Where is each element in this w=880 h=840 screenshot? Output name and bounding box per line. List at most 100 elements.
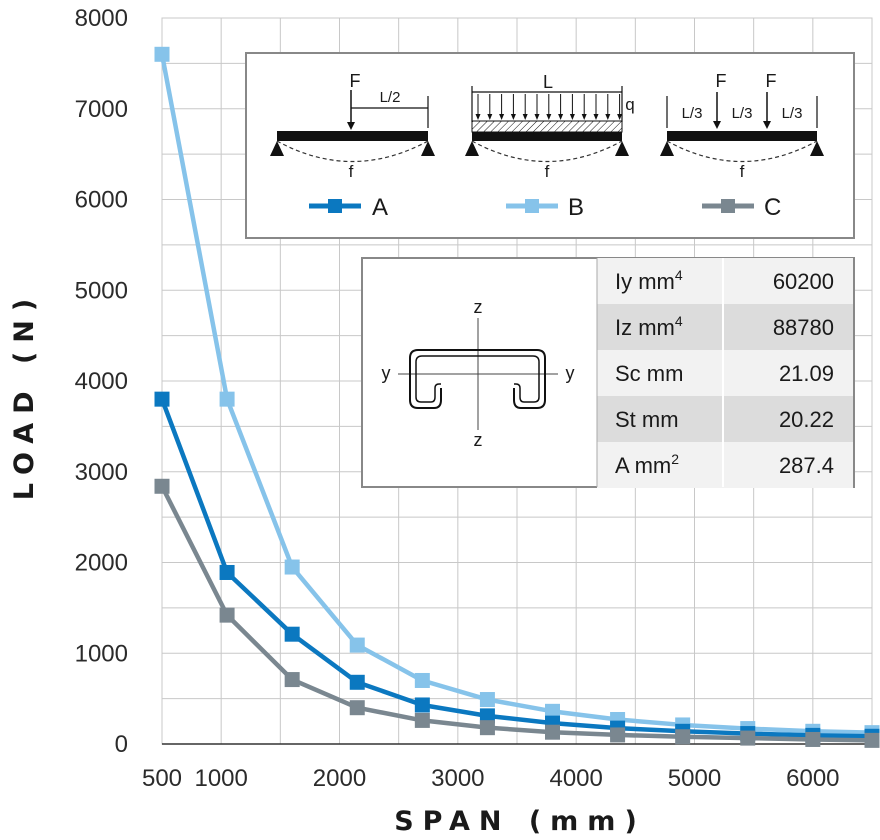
udl-arrow-head [546, 114, 552, 120]
data-point-c [864, 732, 880, 748]
y-tick-label: 0 [115, 731, 128, 758]
label-deflection-b: f [545, 162, 550, 181]
data-point-b [154, 46, 170, 62]
label-third-3: L/3 [782, 105, 803, 122]
data-point-c [349, 700, 365, 716]
property-value: 20.22 [779, 407, 834, 432]
label-span-l: L [543, 72, 553, 92]
label-f-a: F [350, 71, 361, 91]
data-point-c [675, 729, 691, 745]
udl-arrow-head [569, 114, 575, 120]
section-z-top: z [474, 297, 483, 317]
udl-arrow-head [617, 114, 623, 120]
property-row-bg [597, 442, 853, 488]
legend-label-b: B [568, 194, 584, 221]
section-z-bottom: z [474, 430, 483, 450]
label-deflection-a: f [349, 162, 354, 181]
udl-arrow-head [558, 114, 564, 120]
diagram-case-b: L q f [465, 72, 635, 181]
property-row: Iz mm4 88780 [597, 304, 853, 350]
x-tick-label: 1000 [194, 765, 247, 792]
property-label: St mm [615, 407, 679, 432]
property-value: 287.4 [779, 453, 834, 478]
property-label: Sc mm [615, 361, 683, 386]
property-row-bg [597, 350, 853, 396]
property-row: Sc mm 21.09 [597, 350, 853, 396]
data-point-c [610, 727, 626, 743]
x-tick-label: 500 [142, 765, 182, 792]
data-point-b [284, 559, 300, 575]
property-label: A mm2 [615, 451, 679, 478]
property-row: Iy mm4 60200 [597, 258, 853, 304]
data-point-c [284, 672, 300, 688]
legend: A B C [309, 194, 781, 221]
label-f-c-left: F [716, 71, 727, 91]
y-axis-title: LOAD (N) [9, 290, 40, 500]
property-label: Iy mm4 [615, 267, 683, 294]
udl-arrow-head [522, 114, 528, 120]
series-layer [154, 46, 880, 748]
property-row: St mm 20.22 [597, 396, 853, 442]
y-tick-label: 6000 [75, 187, 128, 214]
x-tick-label: 6000 [786, 765, 839, 792]
x-axis-title: SPAN (mm) [394, 806, 646, 837]
data-point-b [414, 672, 430, 688]
data-point-a [219, 564, 235, 580]
legend-label-c: C [764, 194, 781, 221]
data-point-b [545, 703, 560, 719]
data-point-b [479, 692, 495, 708]
label-f-c-right: F [766, 71, 777, 91]
data-point-c [805, 731, 821, 747]
diagram-case-a: F L/2 f [270, 71, 435, 181]
x-tick-label: 4000 [549, 765, 602, 792]
series-line-c [159, 485, 873, 743]
udl-arrow-head [499, 114, 505, 120]
property-row-bg [597, 304, 853, 350]
data-point-c [479, 720, 495, 736]
data-point-c [414, 712, 430, 728]
series-c [154, 478, 880, 748]
load-case-panel: F L/2 f L q f [245, 52, 855, 239]
data-point-a [154, 391, 170, 407]
udl-arrow-head [581, 114, 587, 120]
label-third-1: L/3 [682, 105, 703, 122]
x-tick-label: 3000 [431, 765, 484, 792]
data-point-a [349, 674, 365, 690]
data-point-b [349, 637, 365, 653]
section-y-left: y [382, 363, 391, 383]
y-axis-ticks: 0 1000 2000 3000 4000 5000 6000 7000 8000 [75, 5, 128, 758]
property-value: 60200 [773, 269, 834, 294]
y-tick-label: 2000 [75, 550, 128, 577]
y-tick-label: 4000 [75, 368, 128, 395]
property-row-bg [597, 396, 853, 442]
data-point-b [219, 391, 235, 407]
y-tick-label: 8000 [75, 5, 128, 32]
data-point-c [545, 724, 560, 740]
legend-label-a: A [372, 194, 388, 221]
udl-arrow-head [605, 114, 611, 120]
udl-arrow-head [475, 114, 481, 120]
udl-arrow-head [593, 114, 599, 120]
label-third-2: L/3 [732, 105, 753, 122]
data-point-a [414, 697, 430, 713]
property-value: 88780 [773, 315, 834, 340]
data-point-c [154, 478, 170, 494]
label-deflection-c: f [740, 162, 745, 181]
x-tick-label: 2000 [313, 765, 366, 792]
data-point-a [284, 626, 300, 642]
data-point-c [740, 730, 756, 746]
series-line-a [159, 398, 873, 739]
legend-marker-b [525, 199, 539, 213]
y-tick-label: 7000 [75, 96, 128, 123]
y-tick-label: 5000 [75, 277, 128, 304]
property-label: Iz mm4 [615, 313, 683, 340]
property-value: 21.09 [779, 361, 834, 386]
c-channel-section: z z y y [382, 297, 575, 450]
section-properties-panel: z z y y Iy mm4 60200 Iz mm4 88780 Sc mm 21.09… [361, 257, 855, 488]
property-row-bg [597, 258, 853, 304]
label-l2: L/2 [380, 89, 401, 106]
label-q: q [625, 95, 634, 114]
series-line-b [159, 53, 873, 735]
x-axis-ticks: 500 1000 2000 3000 4000 5000 6000 [142, 765, 840, 792]
